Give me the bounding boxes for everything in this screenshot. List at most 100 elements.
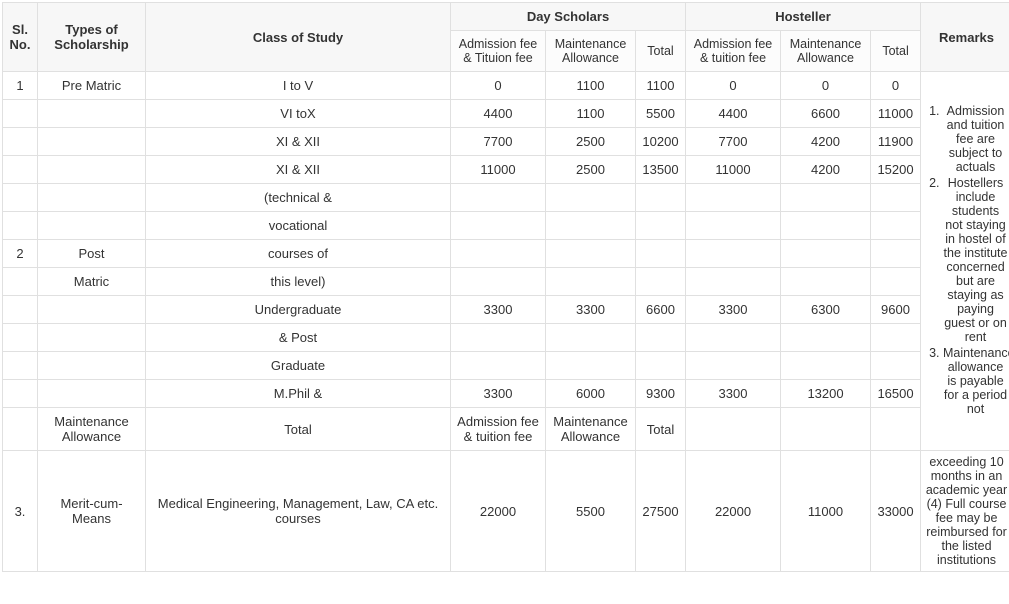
cell-d_total: 10200: [636, 128, 686, 156]
cell-d_total: 27500: [636, 451, 686, 572]
cell-d_adm: [451, 268, 546, 296]
cell-h_total: 11900: [871, 128, 921, 156]
table-row: & Post: [3, 324, 1009, 352]
cell-h_total: [871, 352, 921, 380]
cell-class: I to V: [146, 72, 451, 100]
cell-h_maint: [781, 268, 871, 296]
cell-d_adm: 22000: [451, 451, 546, 572]
cell-sl: [3, 380, 38, 408]
cell-d-maint: Maintenance Allowance: [546, 408, 636, 451]
table-row: (technical &: [3, 184, 1009, 212]
cell-h_adm: [686, 324, 781, 352]
cell-class: vocational: [146, 212, 451, 240]
cell-h_maint: 11000: [781, 451, 871, 572]
table-row: 2Postcourses of: [3, 240, 1009, 268]
cell-class: XI & XII: [146, 128, 451, 156]
cell-d_adm: 4400: [451, 100, 546, 128]
cell-h_maint: [781, 352, 871, 380]
cell-h_maint: [781, 324, 871, 352]
cell-sl: 2: [3, 240, 38, 268]
header-day-scholars: Day Scholars: [451, 3, 686, 31]
table-row-merit: 3.Merit-cum-MeansMedical Engineering, Ma…: [3, 451, 1009, 572]
cell-type: [38, 352, 146, 380]
cell-h_adm: 3300: [686, 296, 781, 324]
cell-h_total: 33000: [871, 451, 921, 572]
cell-sl: [3, 100, 38, 128]
cell-h-total: [871, 408, 921, 451]
cell-d_total: [636, 352, 686, 380]
cell-h_adm: 11000: [686, 156, 781, 184]
cell-sl: [3, 268, 38, 296]
cell-h_maint: [781, 212, 871, 240]
cell-h_adm: 0: [686, 72, 781, 100]
cell-d_adm: [451, 212, 546, 240]
cell-d_total: [636, 240, 686, 268]
table-row: XI & XII1100025001350011000420015200: [3, 156, 1009, 184]
cell-class: XI & XII: [146, 156, 451, 184]
header-types: Types of Scholarship: [38, 3, 146, 72]
cell-h_total: [871, 324, 921, 352]
cell-sl: [3, 296, 38, 324]
cell-sl: 1: [3, 72, 38, 100]
cell-type: [38, 128, 146, 156]
cell-h_total: 9600: [871, 296, 921, 324]
cell-h_maint: 4200: [781, 156, 871, 184]
cell-class: this level): [146, 268, 451, 296]
sub-header-host-maint: Maintenance Allowance: [781, 31, 871, 72]
table-row: vocational: [3, 212, 1009, 240]
cell-h_adm: 3300: [686, 380, 781, 408]
cell-type: [38, 324, 146, 352]
cell-d_adm: 3300: [451, 296, 546, 324]
sub-header-day-adm: Admission fee & Tituion fee: [451, 31, 546, 72]
cell-d_total: 13500: [636, 156, 686, 184]
cell-sl: [3, 324, 38, 352]
cell-d_adm: [451, 352, 546, 380]
cell-h-adm: [686, 408, 781, 451]
cell-h_maint: [781, 240, 871, 268]
cell-class: (technical &: [146, 184, 451, 212]
cell-d_adm: 3300: [451, 380, 546, 408]
remarks-cell: Admission and tuition fee are subject to…: [921, 72, 1009, 451]
cell-d_maint: 5500: [546, 451, 636, 572]
cell-d_total: 1100: [636, 72, 686, 100]
cell-sl: [3, 128, 38, 156]
cell-class: & Post: [146, 324, 451, 352]
remarks-item: Hostellers include students not staying …: [943, 176, 1008, 344]
cell-type: Post: [38, 240, 146, 268]
cell-h_total: 15200: [871, 156, 921, 184]
cell-d_total: [636, 324, 686, 352]
cell-h_maint: 6300: [781, 296, 871, 324]
cell-type: [38, 156, 146, 184]
cell-h_adm: [686, 268, 781, 296]
cell-class: M.Phil &: [146, 380, 451, 408]
sub-header-day-maint: Maintenance Allowance: [546, 31, 636, 72]
cell-d_total: 6600: [636, 296, 686, 324]
cell-class: Graduate: [146, 352, 451, 380]
cell-d_maint: 2500: [546, 128, 636, 156]
sub-header-host-adm: Admission fee & tuition fee: [686, 31, 781, 72]
cell-class: Medical Engineering, Management, Law, CA…: [146, 451, 451, 572]
mid-header-row: Maintenance AllowanceTotalAdmission fee …: [3, 408, 1009, 451]
scholarship-table: Sl. No. Types of Scholarship Class of St…: [2, 2, 1009, 572]
cell-sl: [3, 352, 38, 380]
cell-d_maint: [546, 240, 636, 268]
table-row: M.Phil &33006000930033001320016500: [3, 380, 1009, 408]
table-row: XI & XII77002500102007700420011900: [3, 128, 1009, 156]
cell-type: Matric: [38, 268, 146, 296]
cell-d-adm: Admission fee & tuition fee: [451, 408, 546, 451]
cell-d_adm: [451, 184, 546, 212]
cell-d_adm: 7700: [451, 128, 546, 156]
cell-d_total: 9300: [636, 380, 686, 408]
cell-d_adm: [451, 240, 546, 268]
cell-h_adm: 22000: [686, 451, 781, 572]
cell-h_adm: 4400: [686, 100, 781, 128]
cell-h_adm: 7700: [686, 128, 781, 156]
cell-d_total: [636, 268, 686, 296]
cell-d_maint: [546, 352, 636, 380]
cell-d_total: [636, 184, 686, 212]
cell-class: Undergraduate: [146, 296, 451, 324]
remarks-extra: exceeding 10 months in an academic year …: [921, 451, 1009, 572]
table-row: Undergraduate330033006600330063009600: [3, 296, 1009, 324]
cell-d_maint: 1100: [546, 72, 636, 100]
cell-sl: [3, 408, 38, 451]
